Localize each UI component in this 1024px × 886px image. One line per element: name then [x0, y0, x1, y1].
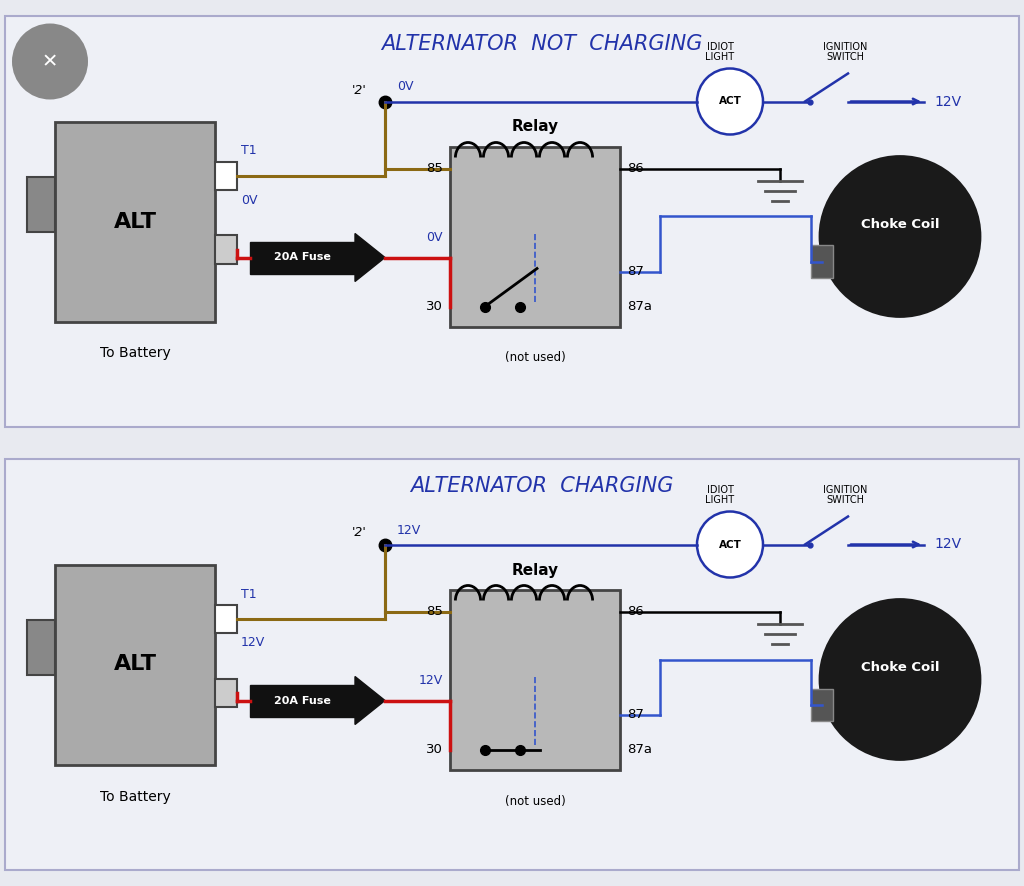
Text: 12V: 12V: [397, 524, 421, 537]
Text: Relay: Relay: [511, 563, 558, 578]
Text: To Battery: To Battery: [99, 789, 170, 804]
Text: ALT: ALT: [114, 655, 157, 674]
Text: 87a: 87a: [627, 300, 652, 313]
Circle shape: [820, 600, 980, 759]
Text: 85: 85: [426, 162, 443, 175]
FancyBboxPatch shape: [27, 619, 55, 674]
Text: 87a: 87a: [627, 743, 652, 756]
FancyBboxPatch shape: [450, 589, 620, 770]
Text: ACT: ACT: [719, 540, 741, 549]
FancyBboxPatch shape: [450, 146, 620, 327]
Text: (not used): (not used): [505, 795, 565, 807]
Text: To Battery: To Battery: [99, 346, 170, 361]
Circle shape: [697, 511, 763, 578]
FancyBboxPatch shape: [27, 176, 55, 231]
Text: 12V: 12V: [934, 538, 962, 551]
Text: T1: T1: [241, 587, 257, 601]
Text: 12V: 12V: [241, 636, 265, 649]
Text: 87: 87: [627, 708, 644, 721]
Text: 85: 85: [426, 605, 443, 618]
Text: IDIOT
LIGHT: IDIOT LIGHT: [706, 42, 734, 63]
Text: (not used): (not used): [505, 352, 565, 364]
Circle shape: [820, 157, 980, 316]
FancyBboxPatch shape: [5, 460, 1019, 869]
Text: IGNITION
SWITCH: IGNITION SWITCH: [823, 42, 867, 63]
Text: IGNITION
SWITCH: IGNITION SWITCH: [823, 485, 867, 506]
Text: ALT: ALT: [114, 212, 157, 231]
Text: T1: T1: [241, 144, 257, 158]
Text: 86: 86: [627, 162, 644, 175]
Text: 0V: 0V: [427, 231, 443, 244]
Text: '2': '2': [352, 83, 367, 97]
Text: Choke Coil: Choke Coil: [861, 661, 939, 674]
Circle shape: [697, 68, 763, 135]
Polygon shape: [355, 234, 385, 282]
Text: 20A Fuse: 20A Fuse: [274, 696, 331, 705]
Text: 30: 30: [426, 743, 443, 756]
Text: 12V: 12V: [934, 95, 962, 108]
Circle shape: [12, 24, 88, 99]
Polygon shape: [355, 677, 385, 725]
Text: 87: 87: [627, 265, 644, 278]
Text: Choke Coil: Choke Coil: [861, 218, 939, 231]
FancyBboxPatch shape: [5, 17, 1019, 426]
Text: 86: 86: [627, 605, 644, 618]
Text: Relay: Relay: [511, 120, 558, 135]
Text: 0V: 0V: [241, 193, 257, 206]
Text: IDIOT
LIGHT: IDIOT LIGHT: [706, 485, 734, 506]
FancyBboxPatch shape: [215, 161, 237, 190]
FancyBboxPatch shape: [250, 242, 355, 274]
FancyBboxPatch shape: [55, 564, 215, 765]
FancyBboxPatch shape: [215, 236, 237, 263]
Text: 12V: 12V: [419, 674, 443, 687]
FancyBboxPatch shape: [811, 245, 833, 277]
Text: 20A Fuse: 20A Fuse: [274, 253, 331, 262]
FancyBboxPatch shape: [215, 604, 237, 633]
FancyBboxPatch shape: [250, 685, 355, 717]
Text: '2': '2': [352, 526, 367, 540]
Text: ✕: ✕: [42, 52, 58, 71]
Text: ALTERNATOR  CHARGING: ALTERNATOR CHARGING: [411, 477, 674, 496]
Text: ALTERNATOR  NOT  CHARGING: ALTERNATOR NOT CHARGING: [381, 34, 702, 53]
FancyBboxPatch shape: [215, 679, 237, 706]
Text: ACT: ACT: [719, 97, 741, 106]
Text: 30: 30: [426, 300, 443, 313]
FancyBboxPatch shape: [811, 688, 833, 720]
FancyBboxPatch shape: [55, 121, 215, 322]
Text: 0V: 0V: [397, 81, 414, 94]
